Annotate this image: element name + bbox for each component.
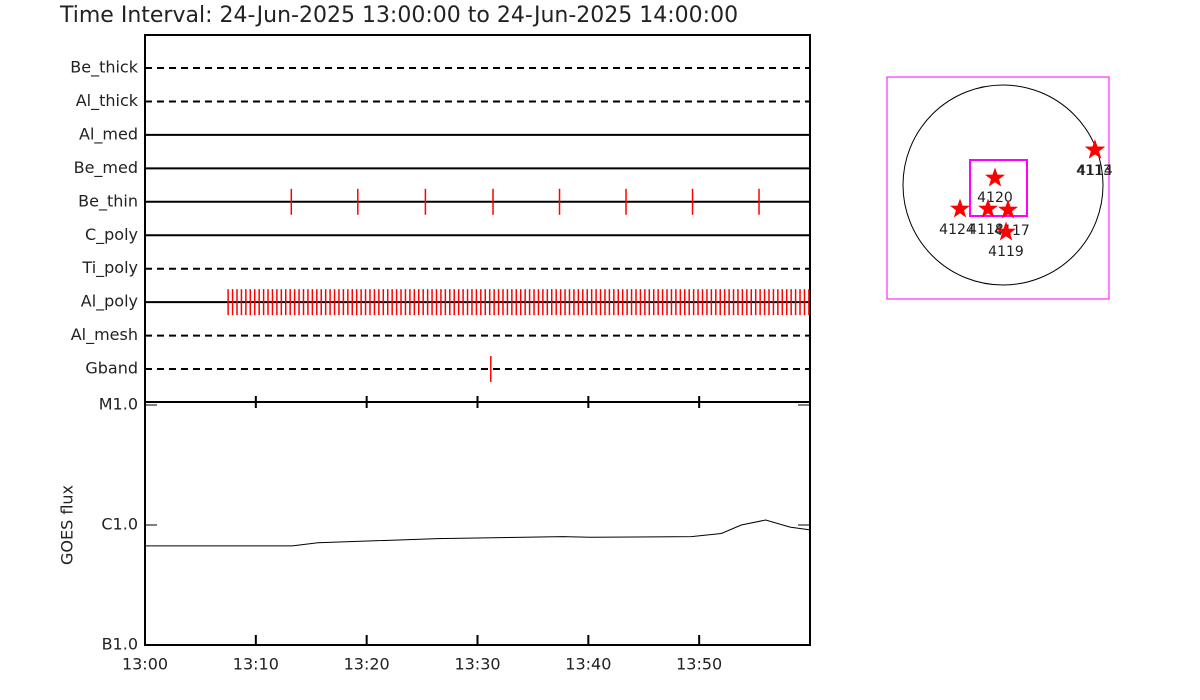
- row-label: Be_thin: [78, 191, 138, 211]
- row-label: Be_med: [74, 158, 138, 178]
- region-label: 4119: [988, 244, 1024, 260]
- region-label: 4113: [1076, 163, 1112, 179]
- x-tick-label: 13:20: [344, 655, 390, 674]
- region-star: [998, 199, 1018, 219]
- x-tick-label: 13:40: [565, 655, 611, 674]
- row-label: Al_poly: [81, 292, 138, 312]
- row-label: Al_thick: [76, 91, 139, 111]
- x-tick-label: 13:10: [233, 655, 279, 674]
- region-label: 4124: [939, 222, 975, 238]
- region-star: [996, 221, 1016, 241]
- y-tick-label: B1.0: [102, 635, 138, 654]
- region-label: 4114: [1077, 163, 1113, 179]
- row-label: Be_thick: [70, 58, 138, 78]
- y-tick-label: M1.0: [99, 395, 138, 414]
- region-star: [1085, 139, 1105, 159]
- row-label: Ti_poly: [81, 258, 138, 278]
- region-label: 4120: [977, 190, 1013, 206]
- row-label: Al_med: [79, 124, 138, 144]
- region-star: [985, 167, 1005, 187]
- row-label: C_poly: [85, 225, 138, 245]
- row-label: Gband: [85, 359, 138, 378]
- region-label: 4118: [968, 222, 1004, 238]
- x-tick-label: 13:30: [454, 655, 500, 674]
- region-star: [978, 198, 998, 218]
- solar-limb: [902, 84, 1104, 286]
- map-frame: [886, 76, 1110, 300]
- region-star: [950, 198, 970, 218]
- y-axis-label: GOES flux: [58, 485, 77, 565]
- fov-box: [969, 159, 1028, 217]
- chart-title: Time Interval: 24-Jun-2025 13:00:00 to 2…: [59, 3, 738, 28]
- row-label: Al_mesh: [71, 325, 138, 345]
- x-tick-label: 13:50: [676, 655, 722, 674]
- goes-line: [145, 519, 811, 547]
- x-tick-label: 13:00: [122, 655, 168, 674]
- y-tick-label: C1.0: [101, 515, 138, 534]
